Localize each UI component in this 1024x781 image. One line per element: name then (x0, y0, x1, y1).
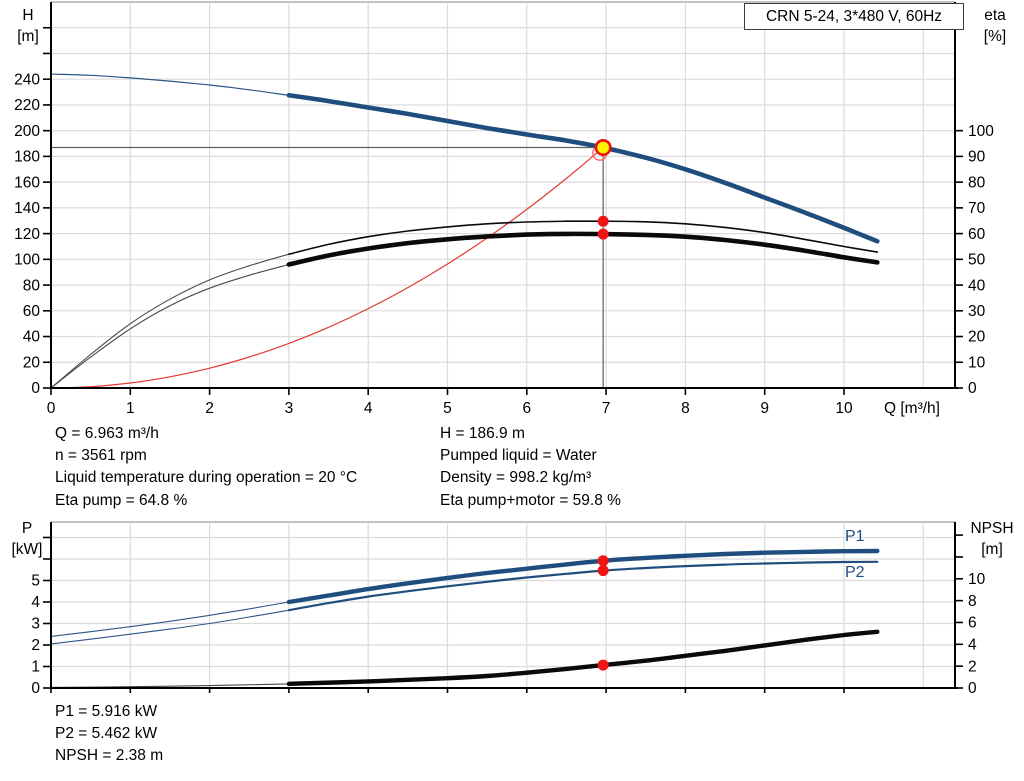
tick-label: 0 (31, 680, 40, 697)
head-curve-thin (50, 73, 290, 96)
eta-pump (288, 220, 879, 255)
tick-label: 8 (968, 593, 977, 610)
eta-axis-symbol: eta (984, 7, 1006, 24)
npsh-axis-title: NPSH [m] (962, 518, 1022, 560)
annotation-line: P2 = 5.462 kW (55, 725, 158, 743)
tick-label: 5 (31, 573, 40, 590)
tick-label: 7 (602, 400, 611, 417)
tick-label: 5 (443, 400, 452, 417)
operating-point-marker (594, 139, 612, 157)
tick-label: 10 (835, 400, 853, 417)
annotation-line: Eta pump+motor = 59.8 % (440, 491, 621, 509)
p1-curve-thin (50, 601, 290, 637)
eta-axis-unit: [%] (983, 28, 1007, 45)
annotation-line: n = 3561 rpm (55, 447, 147, 465)
annotation-line: Eta pump = 64.8 % (55, 491, 188, 509)
value-dot (597, 555, 609, 567)
tick-label: 220 (14, 97, 40, 114)
npsh-curve-thin (50, 683, 290, 689)
npsh-axis-symbol: NPSH (970, 520, 1014, 537)
annotation-line: Density = 998.2 kg/m³ (440, 469, 592, 487)
annotation-line: NPSH = 2.38 m (55, 747, 164, 765)
value-dot (597, 228, 609, 240)
tick-label: 180 (14, 149, 40, 166)
tick-label: 9 (760, 400, 769, 417)
tick-label: 40 (23, 329, 41, 346)
tick-label: 80 (23, 277, 41, 294)
tick-label: 8 (681, 400, 690, 417)
tick-label: 120 (14, 226, 40, 243)
p2-curve-thin (50, 609, 290, 645)
npsh-axis-unit: [m] (981, 541, 1003, 558)
tick-label: 1 (126, 400, 135, 417)
p-axis-symbol: P (21, 520, 33, 537)
annotation-line: Liquid temperature during operation = 20… (55, 469, 358, 487)
tick-label: 3 (31, 616, 40, 633)
tick-label: 10 (968, 354, 986, 371)
tick-label: 2 (205, 400, 214, 417)
tick-label: 140 (14, 200, 40, 217)
tick-label: 240 (14, 71, 40, 88)
p2-curve-label: P2 (845, 564, 865, 581)
tick-label: 200 (14, 123, 40, 140)
tick-label: 2 (31, 637, 40, 654)
tick-label: 20 (968, 329, 986, 346)
h-axis-title: H [m] (6, 5, 50, 47)
tick-label: 50 (968, 252, 986, 269)
annotation-line: H = 186.9 m (440, 425, 525, 442)
tick-label: 0 (968, 380, 977, 397)
p-axis-title: P [kW] (4, 518, 50, 560)
tick-label: 70 (968, 200, 986, 217)
chart-title-box: CRN 5-24, 3*480 V, 60Hz (744, 3, 964, 30)
eta-pump-motor-thin (50, 263, 290, 389)
tick-label: 40 (968, 277, 986, 294)
tick-label: 10 (968, 571, 986, 588)
tick-label: 90 (968, 149, 986, 166)
chart-title: CRN 5-24, 3*480 V, 60Hz (765, 8, 943, 25)
annotation-line: Q = 6.963 m³/h (55, 425, 159, 442)
tick-label: 100 (14, 252, 40, 269)
tick-label: 3 (285, 400, 294, 417)
head-curve (286, 92, 880, 244)
tick-label: 20 (23, 354, 41, 371)
p1-curve-label: P1 (845, 528, 865, 545)
q-axis-title: Q [m³/h] (884, 400, 940, 417)
tick-label: 0 (47, 400, 56, 417)
p-axis-unit: [kW] (11, 541, 43, 558)
tick-label: 4 (364, 400, 373, 417)
value-dot (597, 215, 609, 227)
tick-label: 2 (968, 658, 977, 675)
operating-data-left: Q = 6.963 m³/h n = 3561 rpm Liquid tempe… (55, 423, 357, 512)
tick-label: 80 (968, 174, 986, 191)
tick-label: 30 (968, 303, 986, 320)
annotation-line: Pumped liquid = Water (440, 447, 597, 465)
tick-label: 6 (968, 615, 977, 632)
tick-label: 4 (968, 637, 977, 654)
tick-label: 6 (522, 400, 531, 417)
power-npsh-data: P1 = 5.916 kW P2 = 5.462 kW NPSH = 2.38 … (55, 701, 163, 768)
p1-curve (286, 548, 880, 605)
value-dot (597, 659, 609, 671)
tick-label: 160 (14, 174, 40, 191)
tick-label: 100 (968, 123, 994, 140)
h-axis-symbol: H (22, 7, 34, 24)
tick-label: 0 (968, 680, 977, 697)
eta-pump-thin (50, 253, 290, 389)
p2-curve (287, 560, 879, 612)
eta-axis-title: eta [%] (972, 5, 1018, 47)
tick-label: 60 (23, 303, 41, 320)
value-dot (597, 565, 609, 577)
tick-label: 60 (968, 226, 986, 243)
system-curve (50, 146, 604, 389)
tick-label: 0 (31, 380, 40, 397)
eta-pump-motor (286, 231, 880, 267)
tick-label: 4 (31, 594, 40, 611)
tick-label: 1 (31, 659, 40, 676)
h-axis-unit: [m] (17, 28, 39, 45)
operating-data-right: H = 186.9 m Pumped liquid = Water Densit… (440, 423, 621, 512)
annotation-line: P1 = 5.916 kW (55, 703, 158, 720)
npsh-curve (286, 629, 880, 687)
